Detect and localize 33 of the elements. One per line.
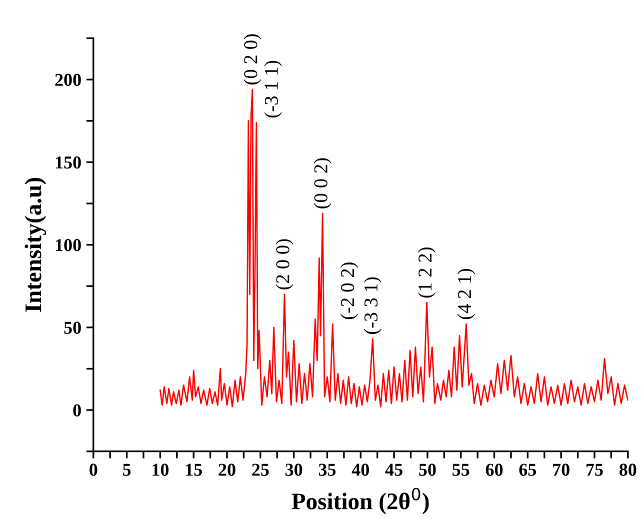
y-tick-label: 200 (55, 74, 81, 86)
x-tick-label: 60 (486, 464, 503, 476)
annotation: (-2 0 2) (340, 262, 358, 320)
x-tick-label: 65 (519, 464, 536, 476)
y-axis-title: Intensity(a.u) (24, 178, 46, 312)
x-tick-label: 50 (419, 464, 436, 476)
annotation: (2 0 0) (276, 239, 294, 290)
line-series (160, 88, 628, 408)
x-tick-label: 40 (352, 464, 369, 476)
x-axis-title: Position (2θ$^{0}$) (292, 488, 429, 514)
annotation: (4 2 1) (457, 268, 476, 320)
x-tick-label: 45 (385, 464, 402, 476)
x-tick-label: 20 (218, 464, 236, 476)
x-tick-label: 75 (586, 464, 603, 476)
annotation: (1 2 2) (418, 247, 436, 298)
annotation: (-3 1 1) (264, 60, 282, 118)
x-tick-label: 15 (186, 464, 202, 476)
x-tick-label: 10 (152, 464, 169, 476)
annotation: (0 0 2) (314, 158, 332, 208)
y-tick-label: 150 (56, 156, 81, 169)
x-tick-label: 70 (553, 464, 570, 476)
annotation: (0 2 0) (244, 34, 262, 84)
x-tick-label: 30 (285, 464, 302, 476)
x-tick-label: 0 (90, 464, 98, 476)
y-tick-label: 50 (64, 322, 81, 334)
y-tick-label: 100 (56, 239, 81, 252)
x-tick-label: 55 (452, 464, 470, 476)
annotation: (-3 3 1) (364, 277, 382, 334)
y-tick-label: 0 (73, 404, 81, 416)
x-tick-label: 5 (122, 464, 131, 476)
x-tick-label: 25 (252, 464, 269, 476)
x-tick-label: 80 (619, 464, 636, 476)
x-tick-label: 35 (318, 464, 336, 476)
